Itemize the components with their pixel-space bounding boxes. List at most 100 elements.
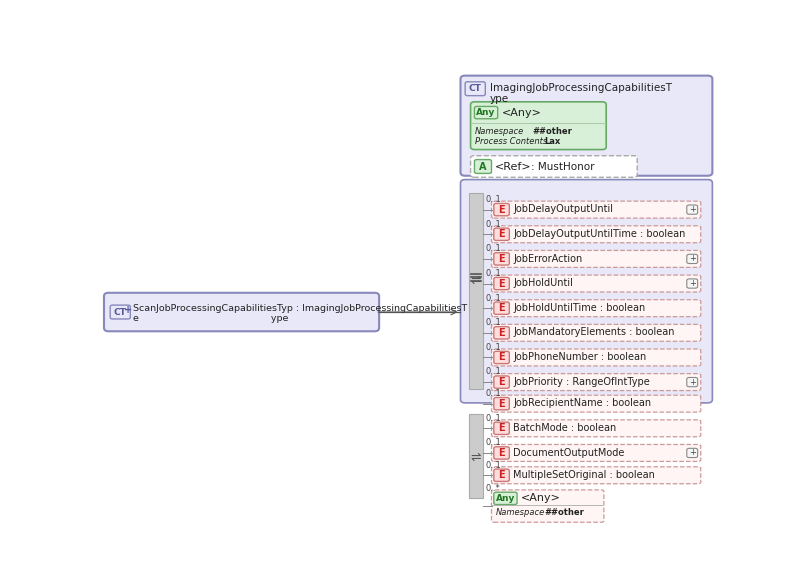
FancyBboxPatch shape (494, 253, 509, 265)
FancyBboxPatch shape (494, 422, 509, 434)
Text: ype: ype (490, 94, 509, 104)
Text: ##other: ##other (544, 508, 584, 518)
FancyBboxPatch shape (474, 107, 497, 119)
Text: JobDelayOutputUntil: JobDelayOutputUntil (513, 204, 614, 214)
Text: JobPriority : RangeOfIntType: JobPriority : RangeOfIntType (513, 377, 650, 387)
Text: JobHoldUntil: JobHoldUntil (513, 278, 573, 288)
Text: 0..1: 0..1 (485, 343, 501, 352)
FancyBboxPatch shape (492, 201, 701, 218)
Text: +: + (689, 279, 695, 288)
FancyBboxPatch shape (494, 351, 509, 364)
Text: E: E (498, 399, 505, 409)
Text: DocumentOutputMode: DocumentOutputMode (513, 448, 625, 457)
Text: ⇌: ⇌ (471, 274, 481, 287)
Text: 0..1: 0..1 (485, 368, 501, 376)
Text: 0..1: 0..1 (485, 294, 501, 303)
FancyBboxPatch shape (492, 395, 701, 412)
Bar (469, 193, 483, 389)
Text: 0..1: 0..1 (485, 413, 501, 423)
Text: E: E (498, 204, 505, 215)
FancyBboxPatch shape (111, 305, 131, 319)
Text: E: E (498, 254, 505, 264)
Text: : MustHonor: : MustHonor (531, 162, 594, 172)
FancyBboxPatch shape (461, 76, 712, 176)
Text: Namespace: Namespace (475, 127, 525, 136)
FancyBboxPatch shape (686, 205, 698, 214)
Text: ImagingJobProcessingCapabilitiesT: ImagingJobProcessingCapabilitiesT (490, 83, 672, 93)
Text: E: E (498, 278, 505, 288)
Text: JobDelayOutputUntilTime : boolean: JobDelayOutputUntilTime : boolean (513, 229, 686, 239)
FancyBboxPatch shape (494, 203, 509, 216)
FancyBboxPatch shape (494, 469, 509, 481)
Text: BatchMode : boolean: BatchMode : boolean (513, 423, 617, 433)
FancyBboxPatch shape (465, 82, 485, 96)
Text: E: E (498, 229, 505, 239)
Text: +: + (689, 378, 695, 387)
Text: Lax: Lax (544, 137, 561, 146)
Text: 0..1: 0..1 (485, 318, 501, 327)
FancyBboxPatch shape (461, 179, 712, 403)
FancyBboxPatch shape (494, 398, 509, 410)
Bar (469, 413, 483, 499)
Text: A: A (479, 162, 487, 171)
FancyBboxPatch shape (494, 447, 509, 459)
FancyBboxPatch shape (492, 226, 701, 243)
Text: JobPhoneNumber : boolean: JobPhoneNumber : boolean (513, 352, 646, 362)
Text: E: E (498, 470, 505, 480)
Text: 0..1: 0..1 (485, 461, 501, 470)
Text: JobErrorAction: JobErrorAction (513, 254, 582, 263)
Text: 0..1: 0..1 (485, 269, 501, 278)
Text: +: + (689, 254, 695, 263)
FancyBboxPatch shape (492, 349, 701, 366)
FancyBboxPatch shape (474, 160, 492, 174)
FancyBboxPatch shape (492, 251, 701, 267)
FancyBboxPatch shape (492, 467, 701, 483)
Text: 0..1: 0..1 (485, 244, 501, 253)
FancyBboxPatch shape (686, 279, 698, 288)
Text: 0..1: 0..1 (485, 438, 501, 448)
FancyBboxPatch shape (686, 378, 698, 387)
FancyBboxPatch shape (494, 302, 509, 314)
Text: 0..1: 0..1 (485, 389, 501, 398)
Text: JobHoldUntilTime : boolean: JobHoldUntilTime : boolean (513, 303, 646, 313)
Text: MultipleSetOriginal : boolean: MultipleSetOriginal : boolean (513, 470, 655, 480)
Text: Process Contents: Process Contents (475, 137, 547, 146)
Text: <Any>: <Any> (501, 108, 541, 118)
Text: +: + (689, 205, 695, 214)
Text: CT: CT (114, 307, 127, 317)
Text: E: E (498, 377, 505, 387)
Text: E: E (498, 303, 505, 313)
FancyBboxPatch shape (494, 376, 509, 389)
Text: ⇌: ⇌ (471, 451, 481, 464)
FancyBboxPatch shape (492, 420, 701, 437)
Text: <Any>: <Any> (521, 493, 561, 503)
FancyBboxPatch shape (494, 327, 509, 339)
FancyBboxPatch shape (494, 277, 509, 290)
FancyBboxPatch shape (686, 254, 698, 263)
FancyBboxPatch shape (492, 445, 701, 461)
FancyBboxPatch shape (492, 490, 604, 522)
FancyBboxPatch shape (104, 293, 379, 331)
Text: ##other: ##other (533, 127, 573, 136)
FancyBboxPatch shape (494, 492, 517, 504)
Text: Namespace: Namespace (495, 508, 545, 518)
Text: E: E (498, 328, 505, 338)
FancyBboxPatch shape (470, 156, 638, 177)
Text: JobRecipientName : boolean: JobRecipientName : boolean (513, 398, 651, 408)
FancyBboxPatch shape (492, 275, 701, 292)
Text: E: E (498, 353, 505, 362)
FancyBboxPatch shape (492, 300, 701, 317)
Text: <Ref>: <Ref> (495, 162, 532, 172)
FancyBboxPatch shape (492, 324, 701, 341)
Text: E: E (498, 423, 505, 433)
FancyBboxPatch shape (492, 373, 701, 391)
FancyBboxPatch shape (686, 448, 698, 457)
Text: 0..*: 0..* (485, 483, 500, 493)
FancyBboxPatch shape (470, 102, 606, 149)
Text: +: + (124, 305, 132, 315)
Text: 0..1: 0..1 (485, 219, 501, 229)
Text: ScanJobProcessingCapabilitiesTyp : ImagingJobProcessingCapabilitiesT: ScanJobProcessingCapabilitiesTyp : Imagi… (134, 303, 468, 313)
Text: 0..1: 0..1 (485, 195, 501, 204)
Text: Any: Any (496, 494, 515, 503)
Text: +: + (689, 449, 695, 457)
